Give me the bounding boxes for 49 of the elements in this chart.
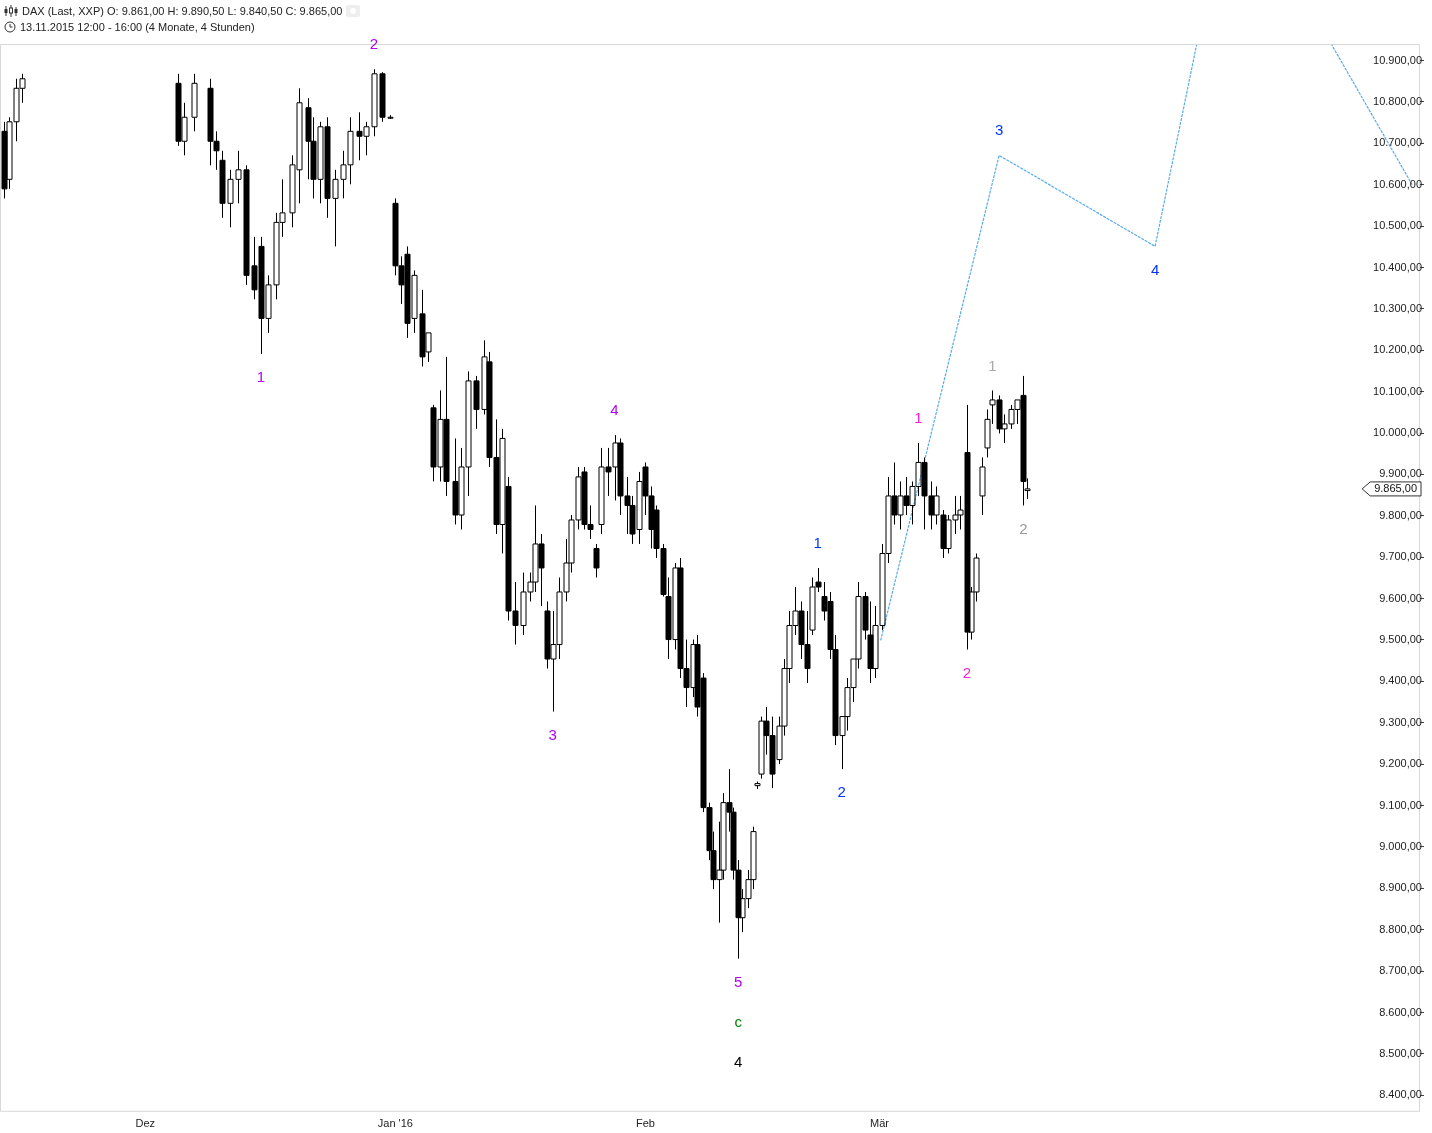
y-tick-label: 9.200,00 (1379, 757, 1422, 770)
annotation: 1 (988, 356, 997, 374)
y-tick-label: 10.000,00 (1373, 426, 1422, 439)
chart-title: DAX (Last, XXP) O: 9.861,00 H: 9.890,50 L: 9.840,50 C: 9.865,00 (22, 4, 343, 19)
annotation: 1 (914, 409, 923, 427)
y-tick-label: 8.500,00 (1379, 1046, 1422, 1059)
annotation: 1 (813, 534, 822, 552)
y-tick-label: 9.500,00 (1379, 633, 1422, 646)
chart-subtitle: 13.11.2015 12:00 - 16:00 (4 Monate, 4 Stunden) (20, 20, 255, 35)
y-tick-label: 9.600,00 (1379, 591, 1422, 604)
x-tick-label: Mär (869, 1117, 890, 1130)
y-tick-label: 10.800,00 (1373, 94, 1422, 107)
y-tick-label: 8.600,00 (1379, 1005, 1422, 1018)
y-tick-label: 9.100,00 (1379, 798, 1422, 811)
annotation: 2 (962, 663, 972, 681)
y-tick-label: 10.300,00 (1373, 301, 1422, 314)
x-tick-label: Dez (135, 1117, 156, 1130)
y-tick-label: 8.900,00 (1379, 881, 1422, 894)
x-tick-label: Feb (635, 1117, 655, 1130)
y-tick-label: 10.100,00 (1373, 384, 1422, 397)
y-tick-label: 9.800,00 (1379, 508, 1422, 521)
y-tick-label: 8.800,00 (1379, 922, 1422, 935)
annotation: 3 (994, 121, 1004, 139)
y-tick-label: 10.900,00 (1373, 53, 1422, 66)
annotation: 2 (1019, 519, 1028, 537)
y-tick-label: 10.700,00 (1373, 136, 1422, 149)
annotation: 4 (610, 401, 619, 419)
y-tick-label: 10.500,00 (1373, 219, 1422, 232)
y-tick-label: 10.600,00 (1373, 177, 1422, 190)
annotation: c (734, 1012, 743, 1030)
y-tick-label: 9.700,00 (1379, 550, 1422, 563)
y-tick-label: 9.000,00 (1379, 839, 1422, 852)
y-tick-label: 10.200,00 (1373, 343, 1422, 356)
line-series (880, 44, 1198, 641)
y-tick-label: 10.400,00 (1373, 260, 1422, 273)
annotation: 4 (734, 1052, 743, 1070)
x-tick-label: Jan '16 (377, 1117, 413, 1130)
y-tick-label: 9.400,00 (1379, 674, 1422, 687)
annotation: 9.865,00 (1374, 482, 1418, 495)
annotation: 3 (548, 725, 557, 743)
y-tick-label: 8.400,00 (1379, 1088, 1422, 1101)
annotation: 4 (1150, 260, 1160, 278)
y-tick-label: 9.300,00 (1379, 715, 1422, 728)
y-tick-label: 9.900,00 (1379, 467, 1422, 480)
annotation: 2 (837, 783, 846, 801)
annotation: 5 (734, 972, 743, 990)
y-tick-label: 8.700,00 (1379, 964, 1422, 977)
annotation: 1 (256, 368, 266, 386)
annotation: 2 (369, 35, 378, 53)
